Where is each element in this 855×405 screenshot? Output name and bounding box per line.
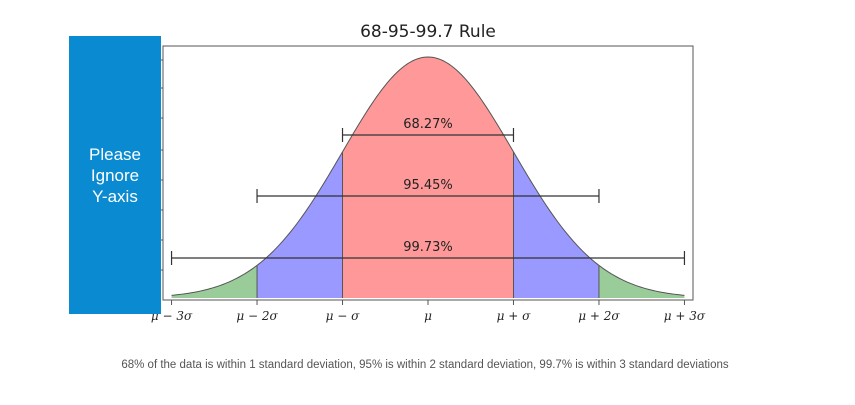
interval-label: 95.45% [403, 178, 453, 193]
interval-label: 68.27% [403, 117, 453, 132]
interval-label: 99.73% [403, 240, 453, 255]
shaded-regions [171, 57, 685, 298]
overlay-text: Please Ignore Y-axis [89, 144, 141, 206]
region--1-to-1 [342, 57, 514, 298]
interval-3sd: 99.73% [170, 240, 686, 265]
x-tick-label: μ + 3σ [664, 309, 706, 323]
x-tick-label: μ + σ [497, 309, 531, 323]
x-axis-ticks: μ − 3σ μ − 2σ μ − σ μ μ + σ μ + 2σ μ + 3σ [151, 300, 706, 323]
region-dividers [256, 151, 600, 298]
x-tick-label: μ − σ [326, 309, 360, 323]
x-tick-label: μ − 2σ [236, 309, 278, 323]
chart-title: 68-95-99.7 Rule [360, 22, 496, 42]
region-2-to-3 [598, 265, 685, 298]
interval-2sd: 95.45% [256, 178, 600, 203]
density-curve [171, 56, 685, 296]
interval-bars: 68.27% 95.45% 99.73% [170, 117, 686, 265]
ignore-y-axis-overlay: Please Ignore Y-axis [69, 36, 161, 314]
x-tick-label: μ + 2σ [578, 309, 620, 323]
x-tick-label: μ − 3σ [151, 309, 193, 323]
region--3-to--2 [171, 265, 258, 298]
x-tick-label: μ [424, 309, 432, 323]
interval-1sd: 68.27% [341, 117, 515, 142]
chart-caption: 68% of the data is within 1 standard dev… [121, 359, 729, 371]
